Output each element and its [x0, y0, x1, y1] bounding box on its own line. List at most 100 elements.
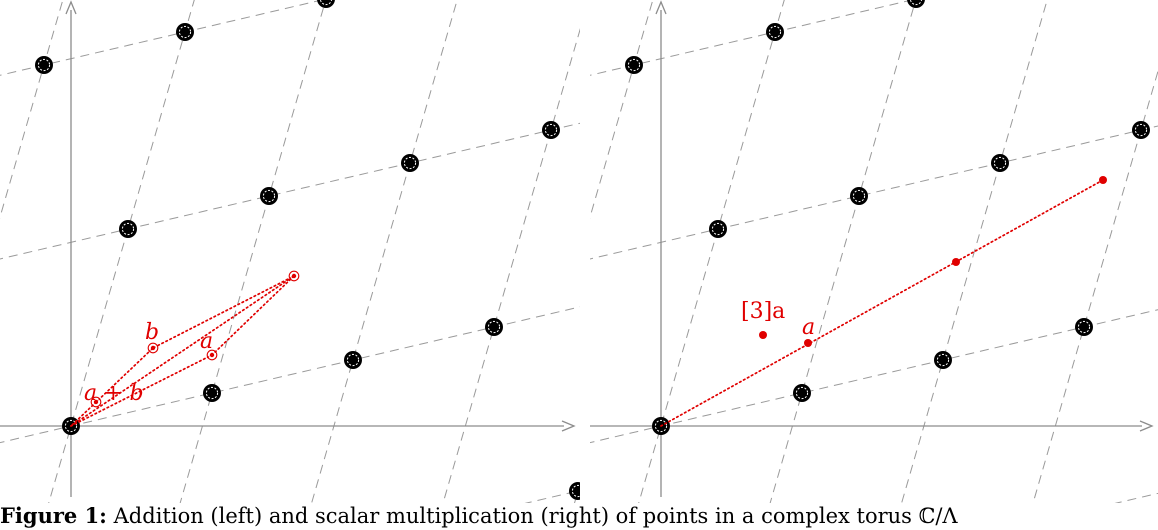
- lattice-line: [1114, 492, 1158, 503]
- lattice-line: [590, 0, 1158, 503]
- lattice-line: [590, 0, 1158, 503]
- lattice-line: [0, 0, 580, 503]
- lattice-line: [442, 27, 580, 503]
- lattice-line: [590, 0, 1158, 503]
- lattice-line: [0, 0, 580, 503]
- lattice-line: [590, 0, 1158, 503]
- lattice-line: [0, 0, 580, 503]
- lattice-point: [344, 351, 362, 369]
- lattice-line: [590, 0, 1158, 503]
- lattice-points: [625, 0, 1150, 435]
- lattice-point: [793, 384, 811, 402]
- lattice-points: [35, 0, 580, 500]
- label-a: a: [200, 329, 213, 354]
- lattice-line: [0, 0, 580, 503]
- lattice-line: [590, 0, 1158, 503]
- lattice-line: [0, 0, 580, 503]
- point-a-plus-b: [90, 396, 102, 408]
- x-axis-arrow: [1139, 420, 1154, 432]
- construction: a [3]a: [660, 176, 1107, 427]
- lattice-line: [0, 0, 324, 76]
- sum-diagonal: [70, 275, 295, 427]
- label-a-plus-b: a + b: [84, 381, 144, 406]
- lattice-line: [0, 0, 580, 503]
- lattice-line: [0, 0, 580, 503]
- lattice-point: [991, 154, 1009, 172]
- lattice-line: [590, 0, 1158, 503]
- point-3a: [759, 331, 767, 339]
- lattice-line: [0, 0, 580, 503]
- lattice-line: [590, 0, 1158, 503]
- lattice-line: [590, 0, 1158, 503]
- lattice-line: [0, 0, 580, 503]
- figure-caption: Figure 1: Addition (left) and scalar mul…: [0, 503, 1158, 530]
- lattice-point: [709, 220, 727, 238]
- lattice-line: [0, 0, 580, 503]
- lattice-line: [901, 0, 1048, 503]
- lattice-line: [524, 490, 580, 503]
- lattice-line: [590, 0, 654, 219]
- addition-panel: a b a + b: [0, 0, 580, 503]
- lattice-point: [850, 187, 868, 205]
- lattice-point: [35, 56, 53, 74]
- lattice-line: [0, 0, 580, 503]
- lattice-line: [0, 0, 64, 219]
- lattice-line: [179, 0, 327, 503]
- lattice-point: [1075, 318, 1093, 336]
- lattice-point: [176, 23, 194, 41]
- axes: [590, 0, 1154, 497]
- lattice-line: [590, 0, 1158, 503]
- lattice-line: [0, 485, 580, 503]
- lattice-line: [311, 0, 458, 503]
- point-3a-unreduced: [1099, 176, 1107, 184]
- label-b: b: [145, 320, 159, 345]
- point-2a: [952, 258, 960, 266]
- lattice-point: [260, 187, 278, 205]
- lattice-line: [0, 0, 580, 503]
- lattice-line: [590, 91, 1158, 503]
- lattice-point: [766, 23, 784, 41]
- x-axis-arrow: [561, 420, 576, 432]
- lattice-line: [590, 0, 1158, 503]
- lattice-line: [0, 0, 580, 503]
- lattice-grid: [590, 0, 1158, 503]
- lattice-line: [590, 0, 1158, 503]
- lattice-line: [0, 122, 580, 260]
- lattice-line: [590, 0, 1158, 503]
- caption-text: Addition (left) and scalar multiplicatio…: [113, 504, 958, 528]
- lattice-line: [0, 0, 580, 503]
- lattice-line: [1032, 69, 1158, 503]
- label-a: a: [802, 315, 815, 340]
- lattice-line: [590, 485, 1158, 503]
- point-a-plus-b-unreduced: [288, 270, 300, 282]
- lattice-line: [590, 0, 1158, 503]
- lattice-line: [48, 0, 195, 503]
- lattice-line: [0, 0, 580, 503]
- y-axis-arrow: [655, 0, 667, 15]
- lattice-line: [0, 0, 580, 503]
- lattice-line: [574, 482, 580, 503]
- lattice-line: [0, 0, 580, 503]
- lattice-line: [590, 0, 1158, 503]
- lattice-line: [0, 0, 580, 503]
- lattice-line: [0, 0, 580, 503]
- lattice-line: [590, 0, 1158, 503]
- lattice-line: [0, 0, 580, 503]
- lattice-line: [590, 0, 1158, 503]
- lattice-line: [0, 0, 580, 503]
- lattice-line: [590, 309, 1158, 444]
- lattice-line: [590, 0, 1158, 503]
- caption-label: Figure 1:: [0, 503, 107, 528]
- axes: [0, 0, 576, 497]
- lattice-point: [317, 0, 335, 8]
- lattice-point: [569, 482, 580, 500]
- lattice-line: [0, 0, 580, 503]
- lattice-line: [590, 125, 1158, 260]
- lattice-line: [590, 0, 914, 76]
- lattice-line: [590, 0, 1158, 503]
- lattice-point: [1132, 121, 1150, 139]
- lattice-line: [590, 0, 1158, 503]
- lattice-point: [401, 154, 419, 172]
- lattice-grid: [0, 0, 580, 503]
